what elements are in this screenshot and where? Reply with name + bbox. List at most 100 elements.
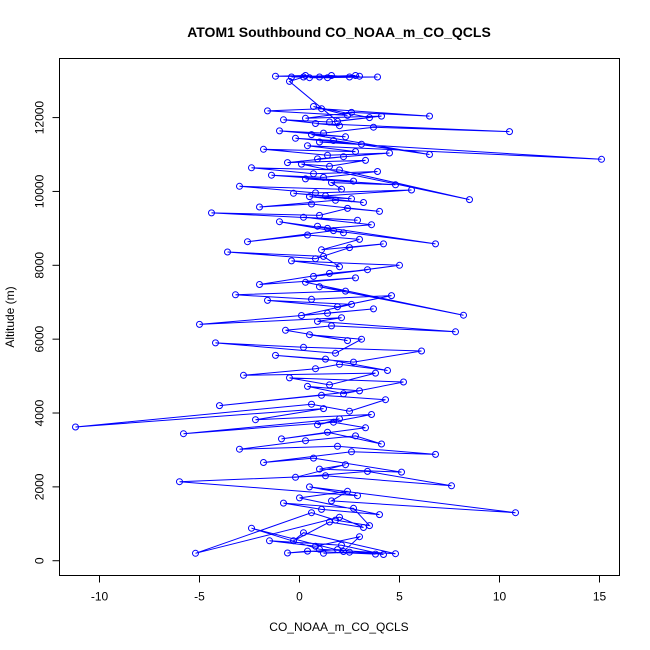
data-point — [348, 448, 355, 456]
data-point — [292, 134, 299, 142]
data-point — [314, 317, 321, 325]
data-point — [236, 182, 243, 190]
data-point — [350, 358, 357, 366]
data-point — [310, 170, 317, 178]
data-point — [272, 351, 279, 359]
data-point — [370, 305, 377, 313]
data-point — [72, 423, 79, 431]
data-point — [362, 156, 369, 164]
series-line — [75, 74, 602, 555]
data-point — [310, 454, 317, 462]
data-point — [324, 151, 331, 159]
data-point — [344, 487, 351, 495]
data-point — [314, 222, 321, 230]
data-point — [334, 546, 341, 554]
data-point — [208, 209, 215, 217]
data-point — [320, 405, 327, 413]
data-point — [326, 118, 333, 126]
x-tick-label: -5 — [194, 590, 205, 604]
data-point — [308, 509, 315, 517]
data-point — [330, 227, 337, 235]
data-point — [332, 516, 339, 524]
data-point — [328, 497, 335, 505]
series-layer — [72, 72, 605, 558]
data-point — [326, 269, 333, 277]
data-point — [330, 418, 337, 426]
x-axis-label: CO_NOAA_m_CO_QCLS — [269, 620, 408, 634]
data-point — [316, 73, 323, 81]
data-point — [304, 547, 311, 555]
data-point — [346, 73, 353, 81]
data-point — [286, 374, 293, 382]
data-point — [356, 72, 363, 80]
data-point — [324, 74, 331, 82]
data-point — [336, 415, 343, 423]
data-point — [356, 387, 363, 395]
data-point — [286, 77, 293, 85]
data-point — [316, 283, 323, 291]
y-tick-label: 10000 — [33, 174, 47, 208]
data-point — [314, 155, 321, 163]
data-point — [310, 272, 317, 280]
data-point — [392, 550, 399, 558]
data-point — [312, 120, 319, 127]
data-point — [332, 196, 339, 204]
data-point — [318, 505, 325, 513]
data-point — [374, 73, 381, 81]
data-point — [408, 186, 415, 194]
data-point — [364, 266, 371, 274]
data-point — [398, 468, 405, 476]
data-point — [400, 378, 407, 386]
data-point — [244, 238, 251, 246]
data-point — [378, 112, 385, 120]
data-point — [282, 326, 289, 334]
x-tick-label: 10 — [493, 590, 507, 604]
data-point — [302, 114, 309, 122]
data-point — [376, 207, 383, 215]
data-point — [338, 314, 345, 322]
data-point — [362, 424, 369, 432]
data-point — [300, 529, 307, 537]
data-point — [340, 229, 347, 237]
data-point — [312, 365, 319, 373]
data-point — [304, 382, 311, 390]
data-point — [176, 478, 183, 486]
data-point — [352, 148, 359, 156]
data-point — [344, 204, 351, 212]
data-point — [224, 248, 231, 256]
data-point — [342, 461, 349, 469]
data-point — [324, 224, 331, 232]
x-tick-label: 0 — [296, 590, 303, 604]
data-point — [506, 128, 513, 136]
data-point — [360, 524, 367, 531]
data-point — [338, 541, 345, 549]
y-axis-label: Altitude (m) — [3, 286, 17, 347]
data-point — [312, 255, 319, 263]
data-point — [304, 142, 311, 150]
data-point — [320, 129, 327, 137]
data-point — [448, 482, 455, 490]
data-point — [288, 73, 295, 81]
data-point — [358, 140, 365, 148]
data-point — [336, 122, 343, 130]
data-point — [316, 211, 323, 219]
y-tick-label: 0 — [33, 557, 47, 564]
y-tick-label: 6000 — [33, 325, 47, 352]
data-point — [348, 195, 355, 203]
data-point — [324, 428, 331, 436]
data-point — [332, 349, 339, 357]
data-point — [304, 231, 311, 239]
data-point — [256, 203, 263, 211]
data-point — [260, 459, 267, 466]
data-point — [336, 166, 343, 174]
data-point — [268, 171, 275, 179]
y-tick-label: 8000 — [33, 252, 47, 279]
data-point — [278, 435, 285, 443]
data-point — [344, 111, 351, 119]
x-tick-label: -10 — [91, 590, 109, 604]
data-point — [248, 524, 255, 532]
y-tick-label: 4000 — [33, 399, 47, 426]
data-point — [350, 177, 357, 185]
data-point — [378, 440, 385, 448]
x-tick-label: 15 — [593, 590, 607, 604]
